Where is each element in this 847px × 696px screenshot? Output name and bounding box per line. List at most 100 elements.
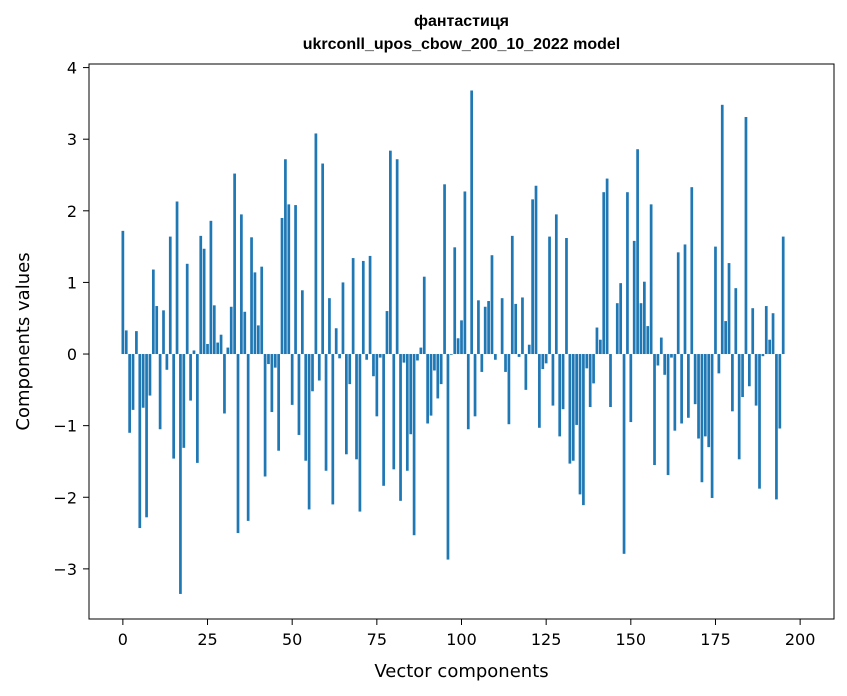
bar-103 <box>470 90 474 355</box>
x-tick-label: 175 <box>700 630 731 649</box>
bar-85 <box>409 354 413 435</box>
bar-124 <box>541 354 545 370</box>
bar-41 <box>260 266 264 355</box>
bar-7 <box>145 354 148 518</box>
bar-44 <box>270 354 274 413</box>
bar-37 <box>246 354 250 521</box>
bar-191 <box>768 339 772 355</box>
y-tick-label: 3 <box>67 130 77 149</box>
bar-140 <box>595 327 599 355</box>
bar-101 <box>463 191 467 355</box>
bar-20 <box>189 354 192 401</box>
bar-109 <box>490 255 494 355</box>
x-tick-label: 0 <box>118 630 128 649</box>
bar-73 <box>368 255 372 355</box>
bar-136 <box>582 354 585 506</box>
bar-175 <box>714 246 717 355</box>
y-tick-label: 0 <box>67 345 77 364</box>
bar-53 <box>300 290 304 355</box>
bar-11 <box>158 354 162 430</box>
bar-76 <box>378 354 382 358</box>
bar-81 <box>395 159 399 355</box>
bar-193 <box>775 354 778 500</box>
bar-89 <box>422 276 426 355</box>
bar-17 <box>179 354 182 594</box>
x-axis-ticks: 0 25 50 75 100 125 150 175 200 <box>118 619 815 649</box>
bar-150 <box>629 354 633 423</box>
bar-170 <box>697 354 700 439</box>
bar-98 <box>453 247 457 355</box>
bar-123 <box>538 354 541 428</box>
bar-66 <box>345 354 348 455</box>
bar-94 <box>439 354 443 385</box>
bar-194 <box>778 354 782 429</box>
bar-2 <box>128 354 131 433</box>
bar-56 <box>311 354 314 392</box>
bar-116 <box>514 303 518 355</box>
bar-58 <box>317 354 321 381</box>
bar-133 <box>571 354 575 461</box>
bar-149 <box>626 192 629 355</box>
bar-38 <box>250 237 253 355</box>
bar-154 <box>643 281 646 355</box>
bar-75 <box>375 354 379 417</box>
bar-161 <box>666 354 670 476</box>
bar-177 <box>720 104 724 355</box>
x-tick-label: 25 <box>197 630 217 649</box>
bar-160 <box>663 354 667 375</box>
y-tick-label: −1 <box>53 417 77 436</box>
bar-22 <box>196 354 199 463</box>
bar-112 <box>500 298 504 355</box>
x-axis-label: Vector components <box>374 661 548 682</box>
bar-26 <box>209 220 213 355</box>
bar-156 <box>649 204 653 355</box>
bar-97 <box>449 354 453 355</box>
bar-77 <box>382 354 385 486</box>
bar-34 <box>236 354 240 534</box>
bar-51 <box>294 205 297 355</box>
bar-119 <box>524 354 528 390</box>
bar-54 <box>304 354 308 461</box>
bar-88 <box>419 347 423 355</box>
y-tick-label: 4 <box>67 59 77 78</box>
bar-106 <box>480 354 484 372</box>
bar-117 <box>517 354 521 357</box>
bar-71 <box>361 260 365 355</box>
bar-25 <box>206 344 209 355</box>
bar-190 <box>764 306 768 355</box>
bar-49 <box>287 204 291 355</box>
bar-128 <box>554 214 558 355</box>
x-tick-label: 75 <box>367 630 387 649</box>
bar-19 <box>185 263 189 355</box>
bar-63 <box>334 328 338 355</box>
bar-159 <box>659 337 663 355</box>
bar-62 <box>331 354 335 505</box>
y-tick-label: 1 <box>67 273 77 292</box>
bar-181 <box>734 288 738 355</box>
bar-42 <box>263 354 267 477</box>
y-axis-label: Components values <box>13 252 34 430</box>
bar-39 <box>253 272 257 355</box>
bar-162 <box>670 354 673 358</box>
bar-142 <box>602 192 606 355</box>
bar-59 <box>321 163 325 355</box>
bar-115 <box>510 235 514 355</box>
bar-64 <box>338 354 341 359</box>
bar-166 <box>683 244 687 355</box>
bar-173 <box>707 354 711 448</box>
bar-131 <box>565 238 568 355</box>
bar-134 <box>575 354 578 425</box>
bar-110 <box>494 354 497 360</box>
bar-91 <box>429 354 433 416</box>
bar-122 <box>534 185 538 355</box>
bar-83 <box>402 354 406 363</box>
chart-title: фантастиця <box>413 13 510 30</box>
bar-120 <box>527 344 531 355</box>
bar-47 <box>280 217 284 355</box>
bar-186 <box>751 308 755 355</box>
bar-164 <box>676 252 680 355</box>
bar-92 <box>433 354 436 371</box>
bar-105 <box>477 300 480 355</box>
bar-84 <box>405 354 409 471</box>
bar-163 <box>673 354 677 431</box>
